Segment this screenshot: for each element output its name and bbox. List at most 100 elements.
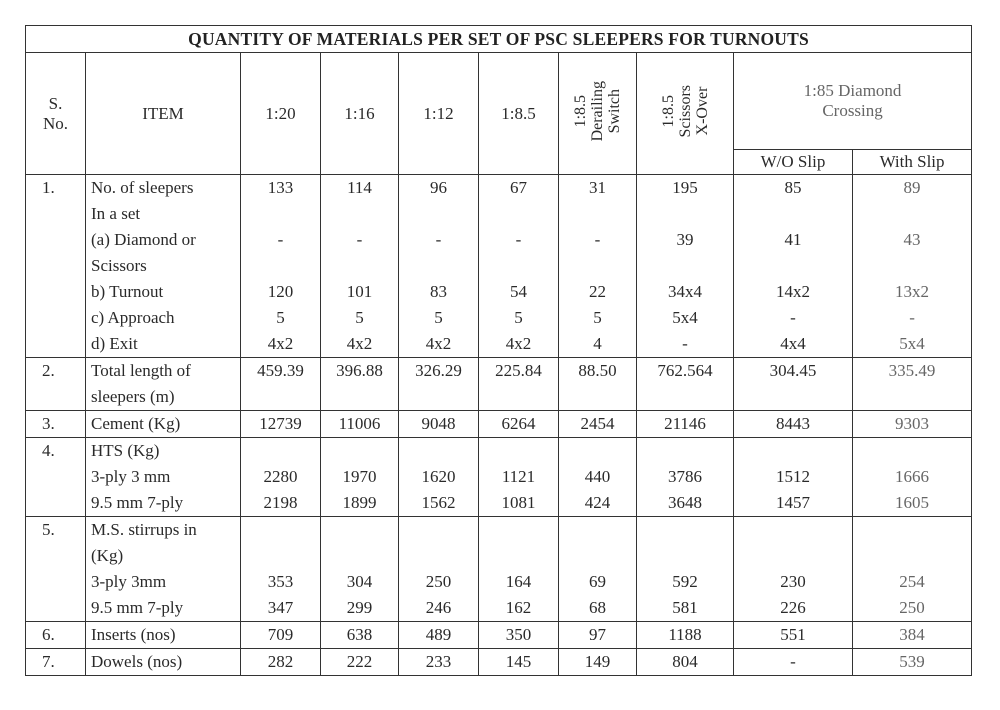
row-number-text: 2. bbox=[42, 361, 55, 380]
value-text: 804 bbox=[672, 652, 698, 671]
value-cell: 2454 bbox=[558, 410, 637, 438]
value-text: 96 bbox=[430, 178, 447, 197]
value-cell: 1121 1081 bbox=[478, 437, 559, 517]
value-text: 551 bbox=[780, 625, 806, 644]
value-text bbox=[853, 438, 971, 464]
value-cell: 31 - 22 5 4 bbox=[558, 174, 637, 358]
item-label: d) Exit bbox=[91, 334, 138, 353]
value-text: 114 bbox=[347, 178, 372, 197]
value-text: 2198 bbox=[263, 493, 298, 512]
value-text bbox=[559, 438, 636, 464]
value-text: 350 bbox=[505, 625, 532, 644]
value-text bbox=[399, 384, 478, 410]
table-row: 1. No. of sleepers In a set (a) Diamond or S… bbox=[25, 174, 973, 358]
value-text bbox=[853, 543, 971, 569]
value-cell: 222 bbox=[320, 648, 399, 676]
value-text: 3648 bbox=[668, 493, 702, 512]
value-text: 13x2 bbox=[895, 282, 930, 301]
value-text: 89 bbox=[903, 178, 921, 197]
value-text bbox=[479, 201, 558, 227]
value-text bbox=[734, 543, 852, 569]
value-text: 250 bbox=[425, 572, 452, 591]
value-text: 43 bbox=[903, 230, 921, 249]
item-label: Inserts (nos) bbox=[91, 625, 176, 644]
value-text: 1620 bbox=[421, 467, 456, 486]
value-cell: 67 - 54 5 4x2 bbox=[478, 174, 559, 358]
value-text: 424 bbox=[584, 493, 611, 512]
table-row: 6. Inserts (nos) 709 638 489 350 97 1188 551 384 bbox=[25, 621, 973, 649]
value-text: 9048 bbox=[421, 414, 456, 433]
value-text: 250 bbox=[899, 598, 925, 617]
value-text: - bbox=[790, 652, 796, 671]
item-cell: Dowels (nos) bbox=[85, 648, 241, 676]
value-text: 5 bbox=[355, 308, 364, 327]
value-text bbox=[241, 201, 320, 227]
value-text: 1457 bbox=[776, 493, 810, 512]
header-sno: S. No. bbox=[25, 52, 86, 175]
header-without-slip: W/O Slip bbox=[733, 149, 853, 175]
value-text: 440 bbox=[584, 467, 611, 486]
materials-table: QUANTITY OF MATERIALS PER SET OF PSC SLE… bbox=[24, 25, 973, 676]
table-row: 4. HTS (Kg) 3-ply 3 mm 9.5 mm 7-ply 2280 2198… bbox=[25, 437, 973, 517]
value-text: 11006 bbox=[338, 414, 381, 433]
value-text bbox=[637, 438, 733, 464]
value-cell: 8443 bbox=[733, 410, 853, 438]
value-cell: - bbox=[733, 648, 853, 676]
value-cell: 384 bbox=[851, 621, 973, 649]
value-text: 41 bbox=[784, 230, 802, 249]
value-text bbox=[321, 201, 398, 227]
value-text bbox=[734, 253, 852, 279]
value-cell: 133 - 120 5 4x2 bbox=[240, 174, 321, 358]
value-cell: 592 581 bbox=[636, 516, 734, 622]
value-text bbox=[559, 543, 636, 569]
value-text bbox=[637, 253, 733, 279]
value-text: 222 bbox=[346, 652, 373, 671]
value-text bbox=[853, 253, 971, 279]
row-number-text: 5. bbox=[42, 520, 55, 539]
value-text bbox=[399, 517, 478, 543]
value-text: 226 bbox=[780, 598, 806, 617]
value-text: 304 bbox=[346, 572, 373, 591]
value-text: 709 bbox=[267, 625, 294, 644]
table-title: QUANTITY OF MATERIALS PER SET OF PSC SLE… bbox=[24, 25, 973, 53]
item-label: (Kg) bbox=[91, 546, 124, 565]
value-text: 1970 bbox=[342, 467, 377, 486]
value-text bbox=[559, 201, 636, 227]
value-text: 4x4 bbox=[780, 334, 806, 353]
value-text bbox=[479, 384, 558, 410]
value-text bbox=[637, 517, 733, 543]
value-cell: 1512 1457 bbox=[733, 437, 853, 517]
value-cell: 396.88 bbox=[320, 357, 399, 411]
value-text: 299 bbox=[346, 598, 373, 617]
value-text: - bbox=[435, 230, 442, 249]
value-cell: 335.49 bbox=[851, 357, 973, 411]
value-cell: 440 424 bbox=[558, 437, 637, 517]
value-text bbox=[321, 253, 398, 279]
value-cell: 282 bbox=[240, 648, 321, 676]
value-cell: 89 43 13x2 - 5x4 bbox=[851, 174, 973, 358]
value-text: 384 bbox=[899, 625, 925, 644]
value-text: 1512 bbox=[776, 467, 810, 486]
item-label: Dowels (nos) bbox=[91, 652, 183, 671]
value-text: 282 bbox=[267, 652, 294, 671]
value-text: 347 bbox=[267, 598, 294, 617]
value-text: 2454 bbox=[580, 414, 615, 433]
value-text: 1666 bbox=[895, 467, 930, 486]
row-number-text: 3. bbox=[42, 414, 55, 433]
table-row: 2. Total length of sleepers (m) 459.39 396.8… bbox=[25, 357, 973, 411]
value-text: 459.39 bbox=[257, 361, 304, 380]
value-text bbox=[559, 517, 636, 543]
value-text: - bbox=[909, 308, 915, 327]
value-text bbox=[479, 517, 558, 543]
value-cell: 551 bbox=[733, 621, 853, 649]
value-text bbox=[399, 253, 478, 279]
value-text: 6264 bbox=[501, 414, 536, 433]
value-text bbox=[637, 384, 733, 410]
value-text: 101 bbox=[346, 282, 373, 301]
value-text: 83 bbox=[430, 282, 447, 301]
value-text bbox=[637, 201, 733, 227]
value-text bbox=[734, 384, 852, 410]
value-text: 539 bbox=[899, 652, 925, 671]
header-with-slip: With Slip bbox=[851, 149, 973, 175]
value-text: 164 bbox=[505, 572, 532, 591]
